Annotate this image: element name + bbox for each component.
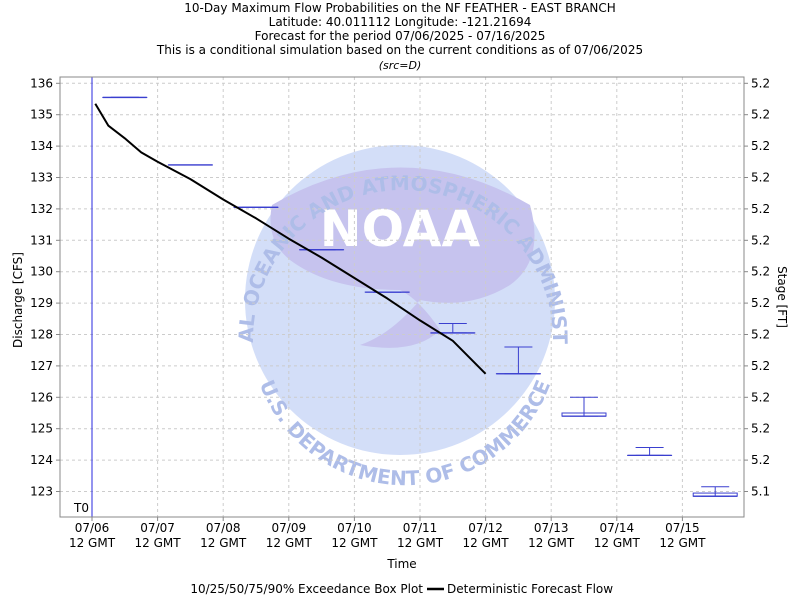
y2-tick-label: 5.2 bbox=[751, 265, 770, 279]
y-tick-label: 127 bbox=[30, 359, 53, 373]
legend: 10/25/50/75/90% Exceedance Box Plot Dete… bbox=[190, 582, 613, 596]
y2-tick-label: 5.1 bbox=[751, 485, 770, 499]
y2-tick-label: 5.2 bbox=[751, 422, 770, 436]
y-tick-label: 126 bbox=[30, 390, 53, 404]
noaa-logo-letters: NOAA bbox=[320, 200, 481, 258]
y2-tick-label: 5.2 bbox=[751, 296, 770, 310]
y2-tick-label: 5.2 bbox=[751, 139, 770, 153]
exceedance-boxes bbox=[102, 96, 738, 497]
exceedance-box bbox=[627, 447, 673, 457]
y-tick-label: 125 bbox=[30, 422, 53, 436]
y2-axis-title: Stage [FT] bbox=[775, 266, 789, 328]
exceedance-box bbox=[430, 323, 476, 334]
x-tick-time: 12 GMT bbox=[528, 536, 575, 550]
x-tick-date: 07/08 bbox=[206, 521, 241, 535]
y2-tick-label: 5.2 bbox=[751, 359, 770, 373]
t0-label: T0 bbox=[73, 501, 89, 515]
axes: 123 124 125 126 127 128 129 130 131 132 133 134 135 1… bbox=[30, 76, 770, 550]
y2-tick-label: 5.2 bbox=[751, 328, 770, 342]
x-axis-title: Time bbox=[386, 557, 416, 571]
y-tick-label: 133 bbox=[30, 171, 53, 185]
x-tick-date: 07/07 bbox=[140, 521, 175, 535]
y2-tick-label: 5.2 bbox=[751, 390, 770, 404]
x-tick-time: 12 GMT bbox=[659, 536, 706, 550]
x-tick-date: 07/12 bbox=[468, 521, 503, 535]
x-tick-date: 07/11 bbox=[403, 521, 438, 535]
legend-box-plot: 10/25/50/75/90% Exceedance Box Plot bbox=[190, 582, 423, 596]
y2-tick-label: 5.2 bbox=[751, 108, 770, 122]
x-tick-time: 12 GMT bbox=[69, 536, 116, 550]
y2-tick-label: 5.2 bbox=[751, 453, 770, 467]
x-tick-time: 12 GMT bbox=[200, 536, 247, 550]
y-tick-label: 130 bbox=[30, 265, 53, 279]
deterministic-flow bbox=[94, 103, 487, 375]
exceedance-box bbox=[495, 346, 541, 375]
plot-frame bbox=[59, 76, 745, 518]
y2-tick-label: 5.2 bbox=[751, 76, 770, 90]
y-tick-label: 132 bbox=[30, 202, 53, 216]
y2-tick-label: 5.2 bbox=[751, 202, 770, 216]
y-tick-label: 128 bbox=[30, 328, 53, 342]
title-line-1: 10-Day Maximum Flow Probabilities on the… bbox=[184, 1, 616, 15]
y-tick-label: 136 bbox=[30, 76, 53, 90]
y2-tick-label: 5.2 bbox=[751, 171, 770, 185]
noaa-logo-inner bbox=[270, 167, 535, 348]
grid bbox=[60, 77, 744, 517]
y-tick-label: 135 bbox=[30, 108, 53, 122]
x-tick-time: 12 GMT bbox=[463, 536, 510, 550]
x-tick-date: 07/13 bbox=[534, 521, 569, 535]
y-tick-label: 129 bbox=[30, 296, 53, 310]
title-line-4: This is a conditional simulation based o… bbox=[156, 43, 643, 57]
x-tick-date: 07/06 bbox=[75, 521, 110, 535]
exceedance-box bbox=[692, 486, 738, 497]
title-line-3: Forecast for the period 07/06/2025 - 07/… bbox=[255, 29, 546, 43]
x-tick-time: 12 GMT bbox=[397, 536, 444, 550]
x-tick-time: 12 GMT bbox=[135, 536, 182, 550]
x-tick-time: 12 GMT bbox=[266, 536, 313, 550]
t0-marker: T0 bbox=[73, 77, 93, 517]
chart-title: 10-Day Maximum Flow Probabilities on the… bbox=[156, 1, 643, 72]
flow-line bbox=[94, 103, 487, 375]
x-tick-time: 12 GMT bbox=[594, 536, 641, 550]
y-tick-label: 124 bbox=[30, 453, 53, 467]
y-tick-label: 123 bbox=[30, 485, 53, 499]
x-tick-date: 07/09 bbox=[272, 521, 307, 535]
legend-flow: Deterministic Forecast Flow bbox=[447, 582, 613, 596]
source-note: (src=D) bbox=[379, 59, 422, 72]
title-line-2: Latitude: 40.011112 Longitude: -121.2169… bbox=[269, 15, 532, 29]
x-tick-date: 07/10 bbox=[337, 521, 372, 535]
x-tick-date: 07/14 bbox=[600, 521, 635, 535]
y2-tick-label: 5.2 bbox=[751, 233, 770, 247]
y-tick-label: 134 bbox=[30, 139, 53, 153]
y-axis-title: Discharge [CFS] bbox=[11, 252, 25, 348]
x-tick-date: 07/15 bbox=[665, 521, 700, 535]
y-tick-label: 131 bbox=[30, 233, 53, 247]
x-tick-time: 12 GMT bbox=[331, 536, 378, 550]
noaa-watermark: NOAA NATIONAL OCEANIC AND ATMOSPHERIC AD… bbox=[60, 77, 572, 490]
exceedance-box bbox=[561, 396, 607, 417]
